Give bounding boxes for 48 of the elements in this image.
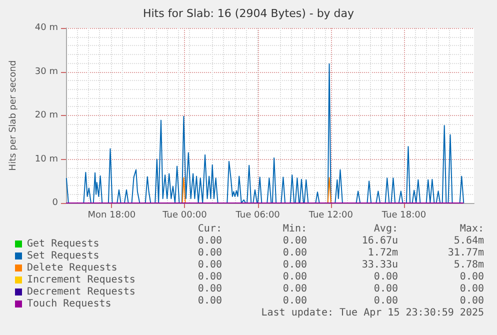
text: 0.00 xyxy=(198,284,222,294)
text: 0.00 xyxy=(460,284,484,294)
y-tick-label: 0 xyxy=(52,198,58,208)
text: 0.00 xyxy=(460,296,484,306)
text: 1.72m xyxy=(368,248,398,258)
line-series xyxy=(66,63,464,204)
text: 0.00 xyxy=(198,260,222,270)
legend-label: Get Requests xyxy=(27,238,100,250)
text: 16.67u xyxy=(362,236,398,246)
legend-label: Set Requests xyxy=(27,250,100,262)
text: 0.00 xyxy=(198,272,222,282)
text: 5.64m xyxy=(454,236,484,246)
text: 31.77m xyxy=(448,248,484,258)
text: Avg: xyxy=(374,224,398,234)
legend-label: Increment Requests xyxy=(27,274,136,286)
text: 0.00 xyxy=(282,284,308,294)
text: 0.00 xyxy=(282,260,308,270)
chart-title: Hits for Slab: 16 (2904 Bytes) - by day xyxy=(142,7,355,20)
text: 0.00 xyxy=(374,272,398,282)
text: Min: xyxy=(282,224,307,234)
text: 0.00 xyxy=(460,272,484,282)
legend-label: Delete Requests xyxy=(27,262,118,274)
legend-label: Decrement Requests xyxy=(27,286,136,298)
legend-label: Touch Requests xyxy=(27,298,112,310)
y-tick-label: 30 m xyxy=(34,66,58,77)
text: 0.00 xyxy=(198,248,222,258)
x-tick-label: Tue 06:00 xyxy=(234,210,280,220)
text: 0.00 xyxy=(282,236,308,246)
y-tick-label: 40 m xyxy=(34,23,58,33)
text: 0.00 xyxy=(374,284,398,294)
text: 33.33u xyxy=(362,260,398,270)
text: 0.00 xyxy=(282,248,308,258)
x-tick-label: Mon 18:00 xyxy=(88,210,136,220)
y-tick-label: 10 m xyxy=(34,154,58,164)
x-tick-label: Tue 18:00 xyxy=(380,210,426,220)
x-tick-label: Tue 00:00 xyxy=(162,210,208,220)
text: Cur: xyxy=(198,224,222,234)
text: Last update: Tue Apr 15 23:30:59 2025 xyxy=(261,308,484,318)
text: 0.00 xyxy=(282,296,308,306)
x-tick-label: Tue 12:00 xyxy=(308,210,354,220)
text: 0.00 xyxy=(198,296,222,306)
text: 5.78m xyxy=(454,260,484,270)
text: 0.00 xyxy=(282,272,308,282)
text: Max: xyxy=(460,224,484,234)
text: 0.00 xyxy=(198,236,222,246)
y-tick-label: 20 m xyxy=(34,110,58,120)
y-axis-title: Hits per Slab per second xyxy=(8,60,18,171)
text: 0.00 xyxy=(374,296,398,306)
